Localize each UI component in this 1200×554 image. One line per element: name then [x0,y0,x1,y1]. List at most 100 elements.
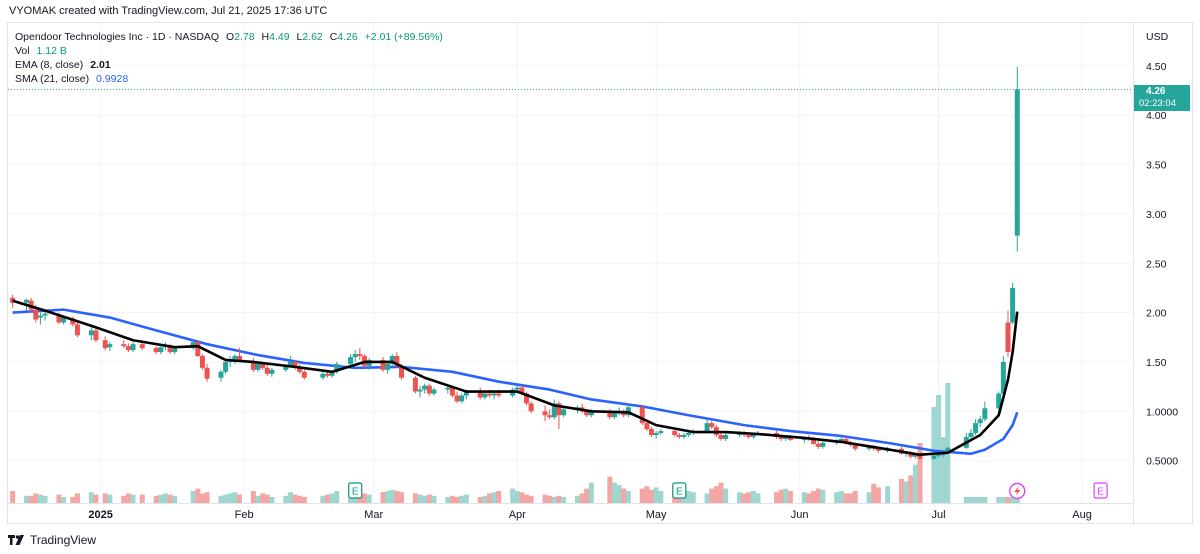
volume-bar [431,495,437,503]
candle [218,369,224,382]
volume-bar [783,488,789,503]
sma-label: SMA (21, close) [15,73,90,85]
volume-bar [658,491,664,503]
chart-legend: Opendoor Technologies Inc · 1D · NASDAQ … [15,30,443,86]
volume-bar [848,493,854,503]
candle-body [459,395,465,402]
candle [250,358,256,372]
earnings-marker-icon[interactable]: E [1093,482,1108,499]
volume-bar [584,488,590,503]
candle-body [477,391,483,398]
earnings-marker-icon[interactable]: E [348,482,363,499]
low-value: 2.62 [302,31,323,43]
volume-bar [514,491,520,503]
volume-bar [547,495,553,503]
currency-button[interactable]: USD [1146,31,1169,43]
volume-bar [477,497,483,503]
volume-bar [746,492,752,503]
candle-body [843,438,849,443]
earnings-marker-icon[interactable]: E [672,482,687,499]
candle-body [329,371,335,376]
candle [426,383,432,396]
volume-bar [24,495,30,503]
candle-body [936,454,942,456]
candle [658,429,664,435]
candle-body [486,393,492,396]
candle [459,393,465,404]
candle-body [324,373,330,376]
volume-bar [260,493,266,503]
volume-bar [574,495,580,503]
brand-footer[interactable]: TradingView [8,532,96,548]
volume-bar [223,494,229,503]
legend-ema-row[interactable]: EMA (8, close) 2.01 [15,58,443,72]
volume-bar [102,493,108,503]
candle-body [269,369,275,374]
ema-value: 2.01 [90,59,111,71]
candle-body [195,342,201,357]
y-tick-label: 1.0000 [1146,406,1178,418]
symbol-title[interactable]: Opendoor Technologies Inc · 1D · NASDAQ [15,31,220,43]
volume-bar [561,497,567,503]
volume-bar [61,497,67,503]
legend-volume-row[interactable]: Vol 1.12 B [15,44,443,58]
candle [454,391,460,404]
candle [422,383,428,394]
candle-body [482,393,488,398]
last-price-value: 4.26 [1146,86,1166,97]
volume-bar [195,488,201,503]
candle [357,348,363,360]
candle-body [394,356,400,366]
flash-event-icon[interactable] [1009,482,1026,500]
candle-body [746,434,752,437]
candle-body [426,385,432,394]
volume-bar [139,494,145,503]
candle [528,401,534,414]
candle-body [255,363,261,370]
high-value: 4.49 [269,31,290,43]
volume-bar [1014,497,1020,503]
x-tick-label: Jul [932,509,946,521]
candle [639,405,645,426]
candle-body [547,415,553,418]
volume-bar [885,486,891,503]
volume-bar [172,495,178,503]
candle [204,363,210,382]
candle-body [167,346,173,353]
candle-body [236,356,242,360]
volume-bar [524,494,530,503]
sma-value: 0.9928 [96,73,129,85]
candle-body [334,363,340,372]
volume-bar [158,494,164,503]
volume-bar [426,494,432,503]
candle-body [912,454,918,457]
open-label: O [226,31,235,43]
candle [815,440,821,449]
candle [264,363,270,376]
volume-bar [287,492,293,503]
legend-sma-row[interactable]: SMA (21, close) 0.9928 [15,72,443,86]
volume-bar [899,479,905,503]
candle-body [412,377,418,392]
volume-bar [320,495,326,503]
price-scale-separator [1133,23,1134,523]
volume-bar [774,492,780,503]
volume-bar [329,493,335,503]
candle [102,336,108,351]
candle-body [260,363,266,368]
candle [718,433,724,441]
candle [482,391,488,400]
volume-bar [93,494,99,503]
candle [320,371,326,380]
close-value: 4.26 [337,31,358,43]
candle [232,354,238,364]
volume-bar [713,486,719,503]
legend-symbol-row[interactable]: Opendoor Technologies Inc · 1D · NASDAQ … [15,30,443,44]
candle-body [158,347,164,353]
x-tick-label: Apr [509,509,526,521]
volume-bar [843,493,849,503]
volume-bar [412,493,418,503]
candle-body [556,403,562,416]
volume-bar [449,495,455,503]
